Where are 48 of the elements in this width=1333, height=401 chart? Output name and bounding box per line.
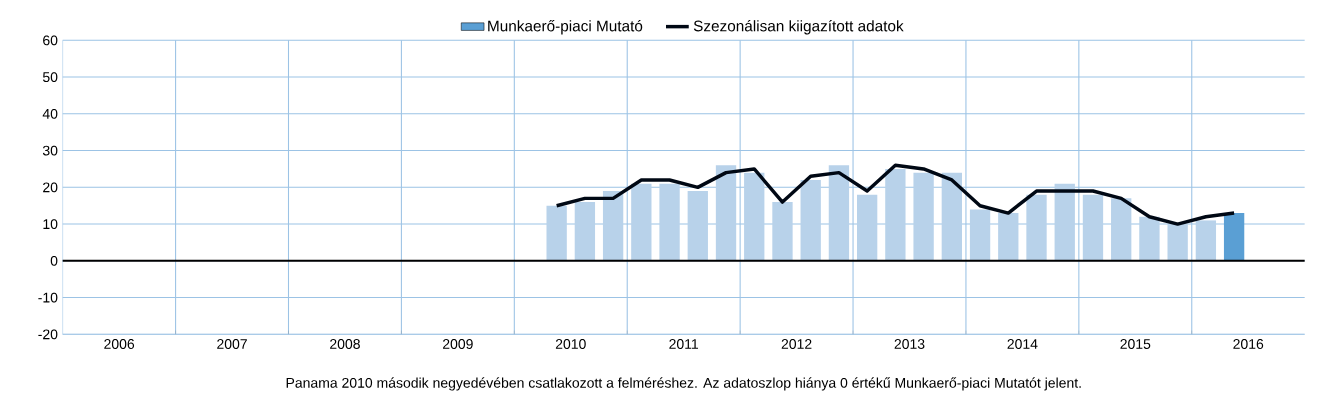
x-tick-label: 2011	[669, 339, 699, 349]
bar	[687, 191, 708, 261]
x-tick-label: 2009	[443, 339, 473, 349]
bar	[1111, 198, 1132, 261]
y-tick-label: -10	[38, 292, 58, 303]
bar	[631, 183, 652, 261]
bar	[941, 172, 962, 261]
bar	[1026, 194, 1047, 261]
bar	[856, 194, 878, 261]
y-tick-label: 60	[43, 35, 58, 46]
x-tick-label: 2010	[555, 339, 586, 349]
text: Panama 2010 második negyedévében csatlakozott a felméréshez. Az adatoszlop hiánya 0 értékű Munkaerő-piaci Mutatót jelent.	[286, 377, 1081, 391]
bar	[715, 165, 737, 261]
y-tick-label: 0	[50, 255, 58, 266]
y-tick-label: 50	[42, 72, 58, 83]
x-tick-label: 2012	[781, 339, 812, 349]
x-tick-label: 2014	[1007, 339, 1038, 349]
bar	[828, 165, 850, 261]
y-tick-label: 30	[42, 145, 58, 156]
bar	[885, 168, 906, 261]
bar	[659, 183, 680, 261]
bar	[969, 209, 991, 261]
x-tick-label: 2015	[1120, 339, 1151, 349]
bar	[1223, 213, 1245, 261]
bar	[772, 202, 793, 261]
x-tick-label: 2016	[1233, 339, 1264, 349]
bar	[1167, 224, 1188, 261]
x-tick-label: 2013	[894, 339, 925, 349]
y-tick-label: 10	[43, 219, 58, 230]
bar	[574, 202, 596, 261]
x-tick-label: 2006	[104, 339, 135, 349]
bar	[1195, 220, 1217, 261]
legend-label: Munkaerő-piaci Mutató	[488, 19, 643, 35]
bar	[998, 213, 1019, 261]
y-tick-label: 40	[42, 108, 58, 119]
bar	[546, 205, 567, 261]
y-tick-label: 20	[43, 182, 58, 193]
bar	[1054, 183, 1075, 261]
bar	[913, 172, 934, 261]
bar	[800, 179, 821, 261]
bar	[1082, 194, 1104, 261]
y-tick-label: -20	[38, 329, 58, 340]
bar	[1139, 216, 1160, 261]
bar	[602, 191, 624, 261]
x-tick-label: 2008	[330, 339, 360, 349]
legend-label: Szezonálisan kiigazított adatok	[693, 19, 904, 35]
x-tick-label: 2007	[217, 339, 247, 349]
bar	[744, 172, 765, 261]
